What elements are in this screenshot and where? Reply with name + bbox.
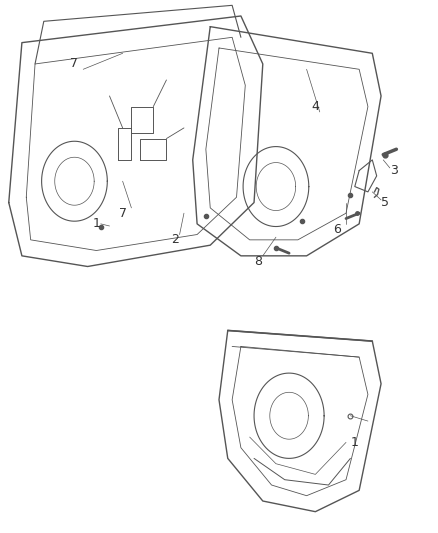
Text: 7: 7 [71,58,78,70]
Text: 8: 8 [254,255,262,268]
Text: 6: 6 [333,223,341,236]
Text: 1: 1 [351,436,359,449]
Text: 3: 3 [390,164,398,177]
Text: 7: 7 [119,207,127,220]
Text: 4: 4 [311,100,319,113]
Text: 5: 5 [381,196,389,209]
Text: 1: 1 [92,217,100,230]
Text: 2: 2 [171,233,179,246]
